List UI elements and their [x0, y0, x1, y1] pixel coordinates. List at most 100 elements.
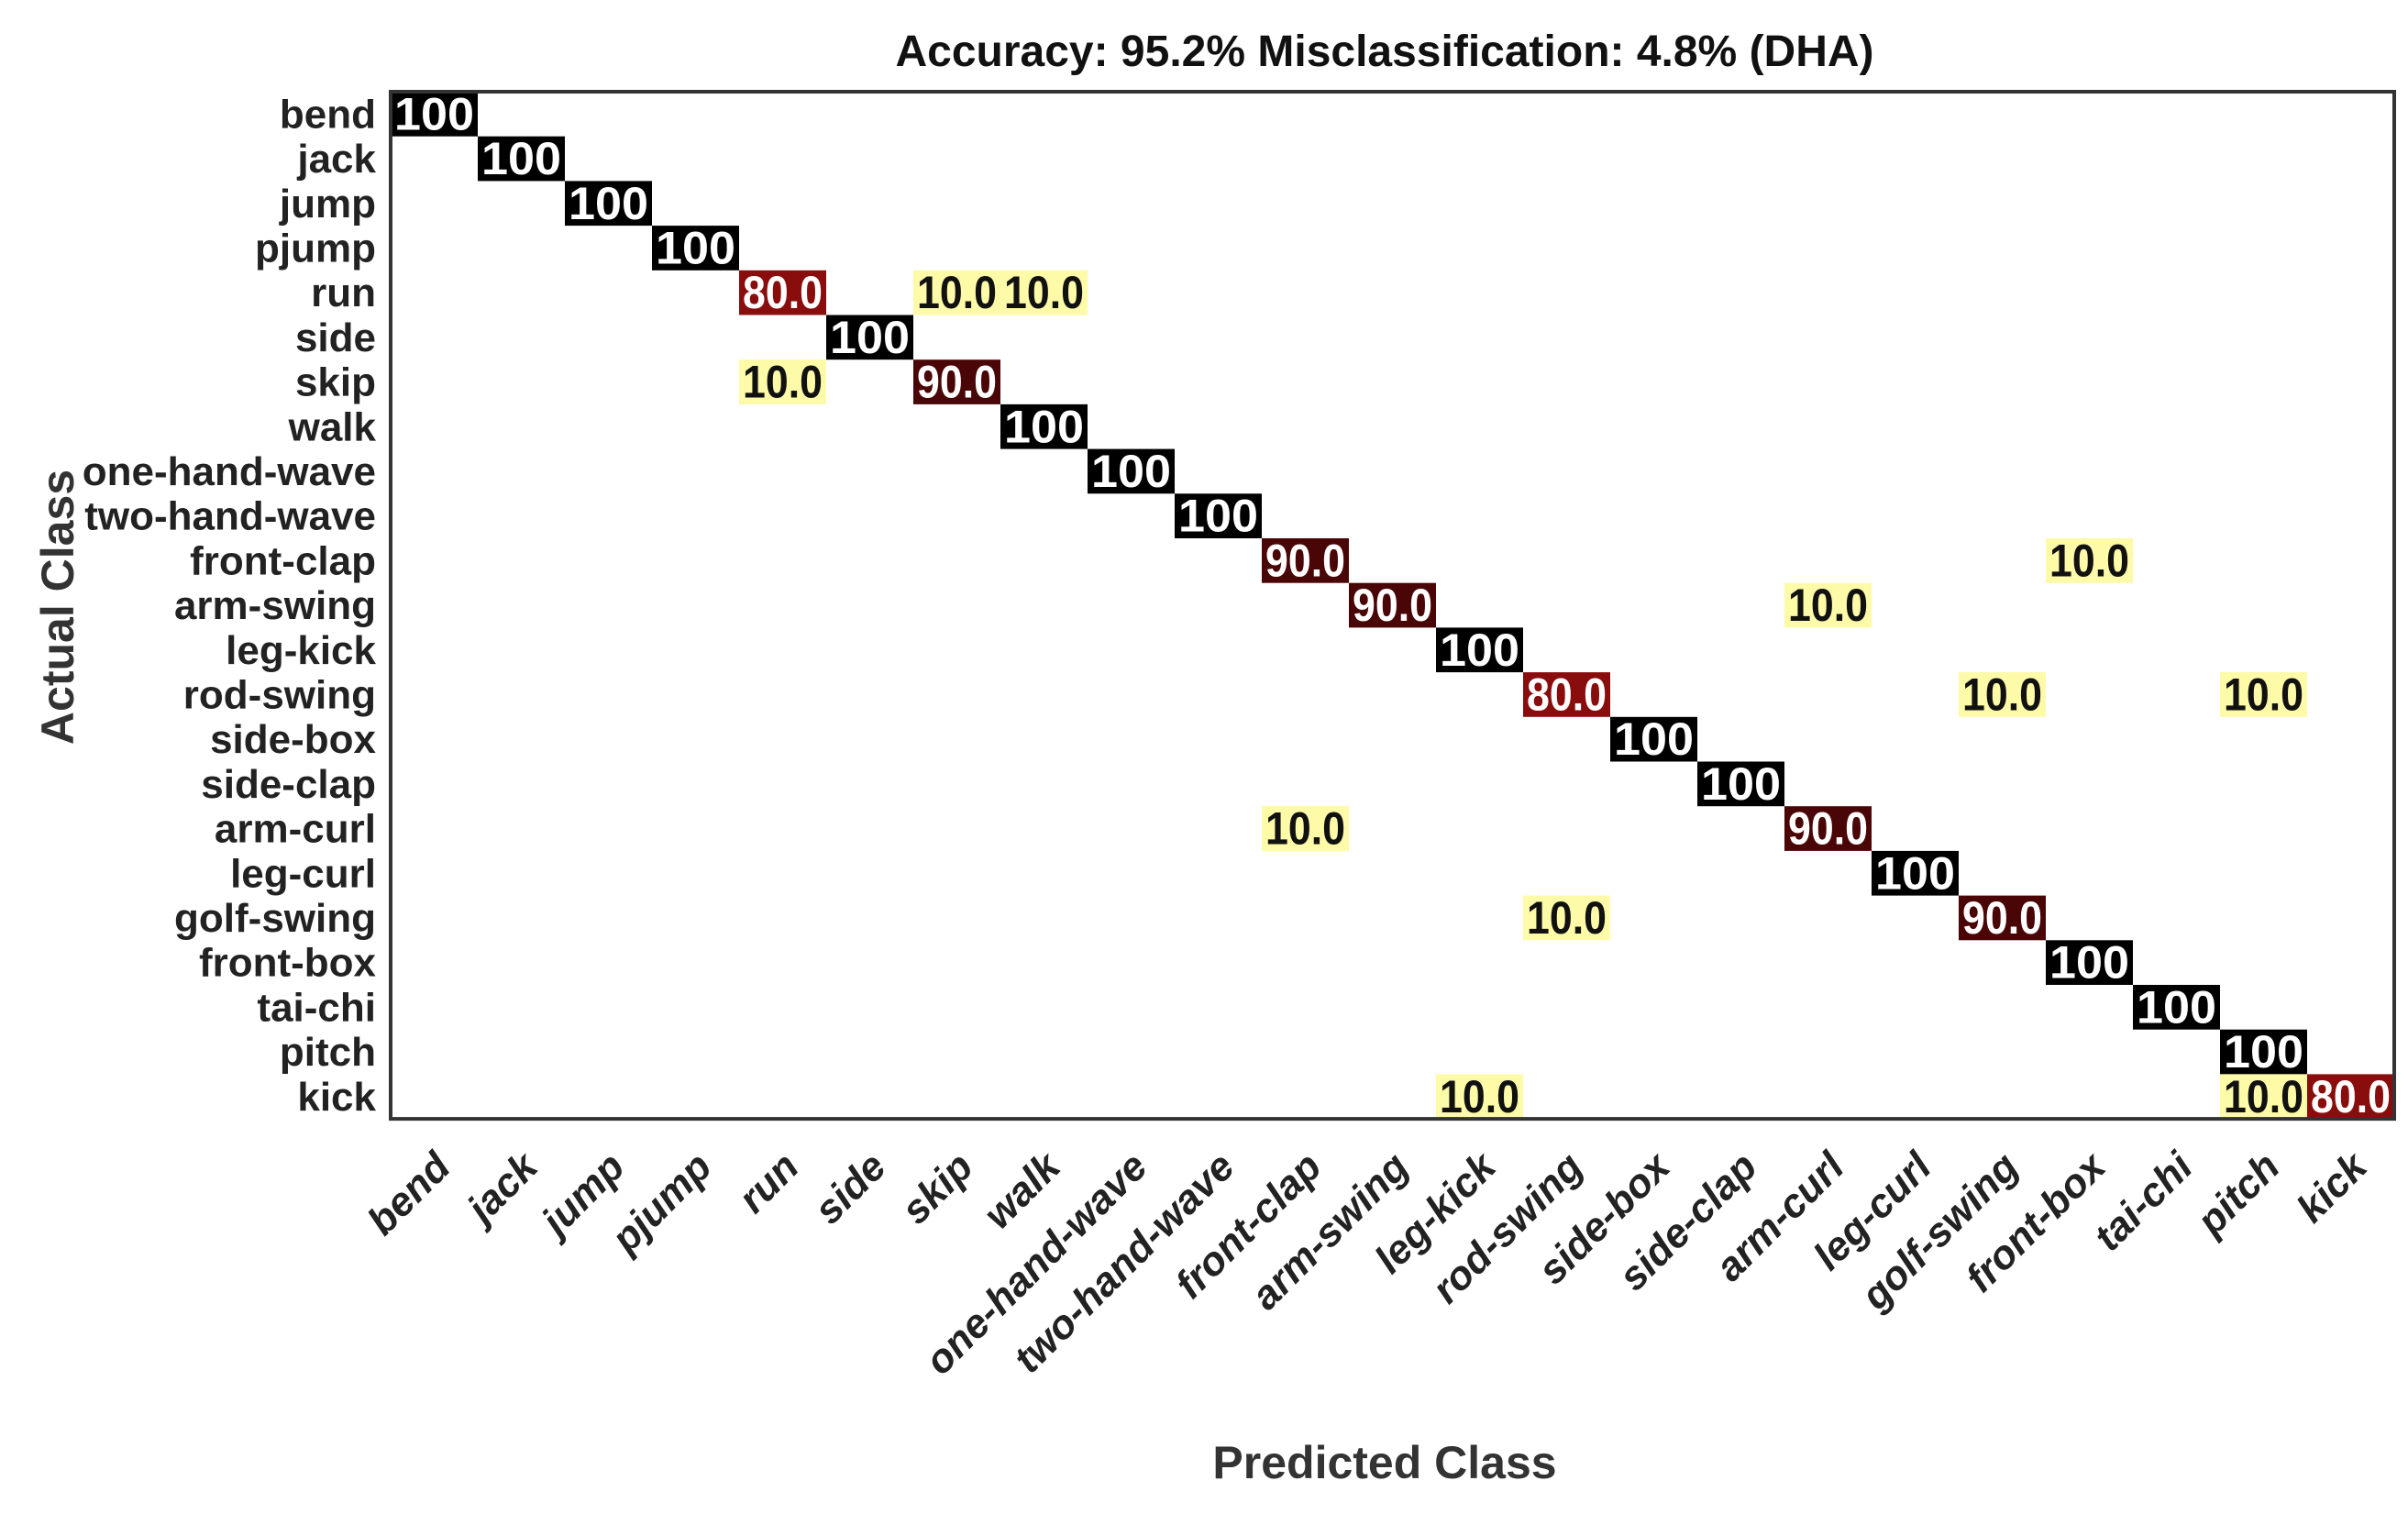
cell-front-clap-front-box [2046, 538, 2133, 583]
row-label-one-hand-wave: one-hand-wave [83, 449, 376, 494]
cell-value-label: 10.0 [917, 267, 997, 318]
row-label-pitch: pitch [280, 1030, 376, 1075]
cell-kick-pitch [2220, 1074, 2307, 1120]
row-label-side-clap: side-clap [201, 762, 376, 807]
row-label-kick: kick [297, 1075, 376, 1120]
cell-value-label: 80.0 [743, 267, 823, 318]
cell-leg-kick-leg-kick [1436, 627, 1523, 673]
cell-rod-swing-golf-swing [1959, 672, 2046, 717]
column-label-run: run [730, 1144, 808, 1222]
cell-value-label: 90.0 [1265, 535, 1345, 586]
chart-title: Accuracy: 95.2% Misclassification: 4.8% … [895, 28, 1873, 76]
column-label-bend: bend [359, 1144, 460, 1244]
cell-jump-jump [565, 181, 652, 227]
column-label-pjump: pjump [602, 1144, 721, 1263]
row-label-golf-swing: golf-swing [174, 896, 376, 941]
cell-value-label: 10.0 [2224, 669, 2303, 720]
cell-golf-swing-golf-swing [1959, 895, 2046, 941]
row-label-two-hand-wave: two-hand-wave [84, 494, 376, 539]
cell-bend-bend [391, 92, 478, 137]
cell-skip-run [739, 359, 826, 404]
cell-one-hand-wave-one-hand-wave [1088, 448, 1175, 494]
cell-rod-swing-rod-swing [1523, 672, 1610, 717]
cell-value-label: 10.0 [1004, 267, 1084, 318]
column-label-tai-chi: tai-chi [2085, 1144, 2202, 1260]
row-label-skip: skip [295, 360, 376, 405]
cell-pitch-pitch [2220, 1029, 2307, 1075]
cell-two-hand-wave-two-hand-wave [1175, 493, 1262, 538]
column-label-pitch: pitch [2188, 1144, 2289, 1245]
row-label-front-box: front-box [199, 941, 377, 986]
row-label-walk: walk [288, 404, 377, 449]
row-label-arm-curl: arm-curl [215, 807, 376, 852]
cell-value-label: 90.0 [1353, 580, 1432, 631]
cell-arm-swing-arm-curl [1784, 582, 1872, 628]
cell-skip-skip [913, 359, 1000, 404]
cell-front-box-front-box [2046, 940, 2133, 985]
cell-run-run [739, 270, 826, 315]
cell-value-label: 10.0 [2049, 535, 2129, 586]
cell-value-label: 100 [1701, 758, 1781, 810]
cell-value-label: 100 [830, 312, 910, 363]
cell-walk-walk [1000, 403, 1088, 449]
cell-side-side [826, 315, 913, 360]
column-label-skip: skip [893, 1144, 982, 1233]
cell-value-label: 10.0 [1788, 580, 1868, 631]
cell-pjump-pjump [652, 226, 739, 271]
y-axis-title: Actual Class [32, 470, 83, 745]
cell-value-label: 100 [394, 88, 474, 139]
cell-run-skip [913, 270, 1000, 315]
row-label-side: side [295, 315, 376, 360]
cell-value-label: 10.0 [1962, 669, 2042, 720]
column-label-side: side [806, 1144, 895, 1233]
cell-arm-curl-arm-curl [1784, 806, 1872, 851]
cell-value-label: 100 [1614, 713, 1694, 765]
cell-value-label: 10.0 [743, 357, 823, 408]
cell-leg-curl-leg-curl [1872, 850, 1959, 896]
cell-golf-swing-rod-swing [1523, 895, 1610, 941]
cell-value-label: 100 [1091, 446, 1171, 497]
cell-value-label: 10.0 [1265, 803, 1345, 855]
cell-run-walk [1000, 270, 1088, 315]
cell-value-label: 100 [2224, 1026, 2303, 1077]
cell-value-label: 100 [481, 133, 561, 184]
cell-value-label: 90.0 [1788, 803, 1868, 855]
row-label-front-clap: front-clap [190, 538, 376, 583]
cell-value-label: 100 [2049, 937, 2129, 989]
cell-rod-swing-pitch [2220, 672, 2307, 717]
cell-kick-kick [2307, 1074, 2394, 1120]
column-label-kick: kick [2288, 1143, 2377, 1232]
cell-value-label: 80.0 [1527, 669, 1607, 720]
cell-arm-swing-arm-swing [1349, 582, 1436, 628]
cell-value-label: 10.0 [2224, 1071, 2303, 1122]
row-label-pjump: pjump [255, 226, 376, 271]
x-axis-title: Predicted Class [1212, 1437, 1556, 1488]
row-label-run: run [311, 271, 376, 315]
row-label-tai-chi: tai-chi [257, 985, 376, 1030]
plot-frame [389, 90, 2396, 1122]
cell-kick-leg-kick [1436, 1074, 1523, 1120]
cell-value-label: 10.0 [1527, 892, 1607, 944]
cell-jack-jack [478, 136, 565, 182]
cell-value-label: 90.0 [917, 357, 997, 408]
row-label-jump: jump [279, 182, 376, 227]
cell-value-label: 90.0 [1962, 892, 2042, 944]
row-label-leg-kick: leg-kick [226, 628, 376, 673]
cell-value-label: 100 [2137, 981, 2216, 1033]
cell-side-box-side-box [1610, 716, 1697, 762]
row-label-side-box: side-box [210, 717, 376, 762]
cell-arm-curl-front-clap [1262, 806, 1349, 851]
row-label-bend: bend [280, 92, 376, 137]
column-label-jack: jack [456, 1143, 548, 1235]
row-labels: bendjackjumppjumprunsideskipwalkone-hand… [83, 92, 377, 1119]
cell-value-label: 100 [656, 222, 735, 273]
row-label-arm-swing: arm-swing [174, 583, 376, 628]
cell-value-label: 100 [1178, 491, 1258, 542]
cell-front-clap-front-clap [1262, 538, 1349, 583]
cell-value-label: 80.0 [2311, 1071, 2391, 1122]
cell-value-label: 10.0 [1440, 1071, 1519, 1122]
cell-side-clap-side-clap [1697, 761, 1784, 807]
